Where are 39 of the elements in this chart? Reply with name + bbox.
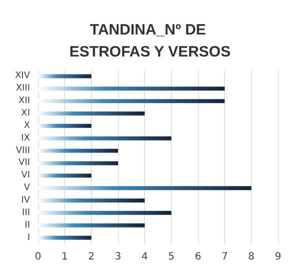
x-tick-label: 2 [88,252,95,262]
bar [38,186,252,190]
y-tick-label: VI [21,170,30,181]
y-tick-label: XII [18,96,30,106]
bar [38,161,118,166]
chart-title: TANDINA_Nº DE ESTROFAS Y VERSOS [69,22,231,60]
y-tick-label: V [24,183,31,194]
bar [38,174,92,178]
x-tick-label: 1 [61,252,68,262]
bar [38,223,145,228]
x-tick-label: 0 [34,252,42,262]
y-tick-label: X [24,120,30,131]
bar [38,99,225,104]
bar [38,112,145,116]
y-tick-label: IX [21,133,30,144]
x-tick-label: 9 [274,252,282,262]
y-tick-label: VIII [16,146,30,156]
y-tick-label: I [27,232,30,243]
y-tick-label: IV [21,196,31,206]
bar [38,236,92,240]
y-tick-label: II [24,220,30,230]
bar [38,74,92,78]
bar [38,148,118,153]
bar [38,136,172,140]
bar [38,86,225,91]
y-tick-label: XIV [15,71,31,82]
x-tick-label: 7 [221,252,228,262]
y-tick-label: XIII [16,84,30,94]
y-tick-label: XI [21,108,30,118]
x-tick-label: 3 [114,252,122,262]
x-tick-label: 5 [168,252,175,262]
bar [38,198,145,202]
x-tick-label: 4 [141,252,148,262]
y-tick-label: VII [18,158,30,168]
x-tick-label: 8 [248,252,255,262]
x-tick-label: 6 [194,252,202,262]
y-tick-label: III [22,208,30,218]
bar [38,124,92,128]
bar [38,210,172,215]
